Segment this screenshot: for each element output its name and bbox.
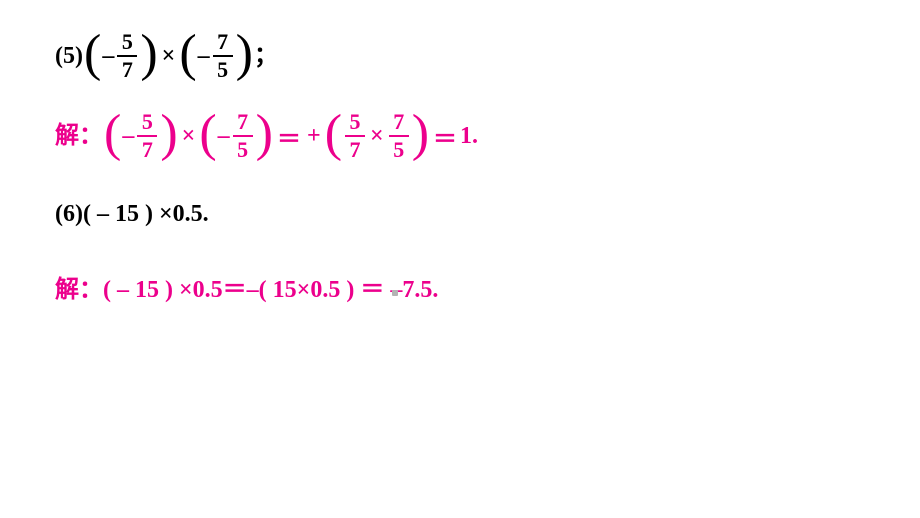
s5-lparen-3: ( [324, 108, 343, 160]
s5-frac2-num: 7 [233, 111, 253, 133]
s5-frac-3: 5 7 [343, 111, 367, 161]
p6-label-close: ) [75, 202, 83, 226]
p5-label-close: ) [75, 44, 83, 68]
s5-times-1: × [179, 123, 199, 150]
p5-frac1-den: 7 [117, 59, 137, 81]
s5-frac-2: 7 5 [231, 111, 255, 161]
s5-neg-2: – [218, 123, 231, 150]
math-page: ( 5 ) ( – 5 7 ) × ( – 7 5 ) ； 解 ： ( – 5 … [0, 0, 920, 302]
s5-eq-1: ＝ [274, 119, 304, 154]
p5-label-num: 5 [63, 44, 75, 68]
p5-frac-1: 5 7 [115, 31, 139, 81]
s5-lparen-2: ( [198, 108, 217, 160]
s5-frac4-num: 7 [389, 111, 409, 133]
p5-neg-1: – [102, 43, 115, 70]
p5-label-open: ( [55, 44, 63, 68]
problem-5: ( 5 ) ( – 5 7 ) × ( – 7 5 ) ； [55, 30, 920, 82]
s5-plus: + [304, 123, 324, 150]
s5-frac2-den: 5 [233, 139, 253, 161]
s5-neg-1: – [122, 123, 135, 150]
s5-times-2: × [367, 123, 387, 150]
s5-label: 解 [55, 124, 79, 148]
s5-frac4-den: 5 [389, 139, 409, 161]
s5-lparen-1: ( [103, 108, 122, 160]
s6-expr: ( – 15 ) ×0.5＝–( 15×0.5 ) ＝ –7.5. [103, 278, 438, 302]
p6-label-num: 6 [63, 202, 75, 226]
s5-colon: ： [79, 124, 103, 148]
s5-rparen-3: ) [411, 108, 430, 160]
p5-lparen-2: ( [178, 28, 197, 80]
solution-5: 解 ： ( – 5 7 ) × ( – 7 5 ) ＝ + ( 5 7 × 7 [55, 110, 920, 162]
s5-frac3-num: 5 [345, 111, 365, 133]
s5-eq-2: ＝ [430, 119, 460, 154]
p5-lparen-1: ( [83, 28, 102, 80]
p5-rparen-2: ) [235, 28, 254, 80]
problem-6: ( 6 ) ( – 15 ) ×0.5. [55, 202, 920, 226]
s5-frac3-den: 7 [345, 139, 365, 161]
p5-times: × [159, 43, 179, 70]
p5-neg-2: – [198, 43, 211, 70]
s5-frac1-num: 5 [137, 111, 157, 133]
solution-6: 解 ： ( – 15 ) ×0.5＝–( 15×0.5 ) ＝ –7.5. [55, 278, 920, 302]
s6-colon: ： [79, 278, 103, 302]
s6-label: 解 [55, 278, 79, 302]
p5-rparen-1: ) [139, 28, 158, 80]
p5-frac-2: 7 5 [211, 31, 235, 81]
s5-rparen-1: ) [159, 108, 178, 160]
p5-frac2-den: 5 [213, 59, 233, 81]
p6-expr: ( – 15 ) ×0.5. [83, 202, 209, 226]
s5-frac-4: 7 5 [387, 111, 411, 161]
s5-frac1-den: 7 [137, 139, 157, 161]
s5-rparen-2: ) [255, 108, 274, 160]
page-marker-dot [392, 290, 398, 296]
p5-semicolon: ； [254, 44, 278, 68]
s5-result: 1. [460, 124, 478, 148]
s5-frac-1: 5 7 [135, 111, 159, 161]
p6-label-open: ( [55, 202, 63, 226]
p5-frac1-num: 5 [117, 31, 137, 53]
p5-frac2-num: 7 [213, 31, 233, 53]
